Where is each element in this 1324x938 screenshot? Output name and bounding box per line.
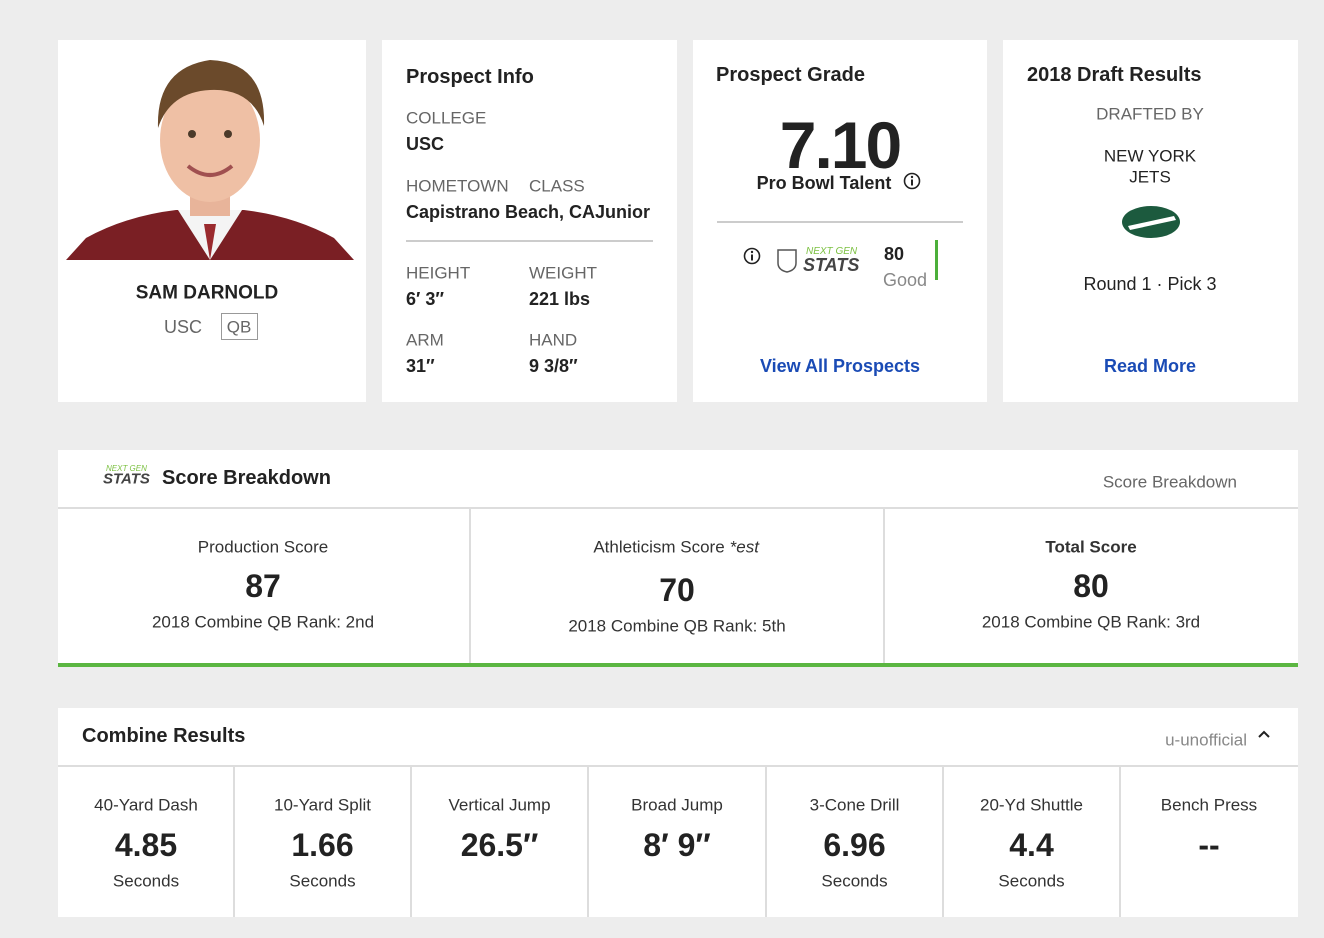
drill-name: Vertical Jump [448, 795, 551, 815]
divider [406, 240, 653, 242]
combine-header [58, 708, 1298, 767]
team-name: JETS [1129, 167, 1171, 187]
collapse-chevron[interactable] [1257, 728, 1271, 740]
divider [233, 767, 235, 917]
divider [765, 767, 767, 917]
combine-body [58, 767, 1298, 917]
field-label: CLASS [529, 176, 585, 196]
score-value: 70 [659, 572, 695, 608]
drill-result: 4.85 [114, 827, 178, 863]
ngs-logo-top: NEXT GEN [806, 246, 858, 257]
view-all-link[interactable]: View All Prospects [759, 356, 921, 376]
field-label: COLLEGE [406, 108, 487, 128]
ngs-score: 80 [884, 244, 905, 264]
card-title: Prospect Info [406, 66, 534, 88]
divider [410, 767, 412, 917]
field-label: HEIGHT [406, 263, 471, 283]
drill-result: 6.96 [823, 827, 886, 863]
field-label: HOMETOWN [406, 176, 509, 196]
nfl-shield [777, 249, 797, 273]
player-position: QB [226, 317, 252, 337]
section-title: Score Breakdown [162, 467, 331, 489]
field-value: 6′ 3″ [406, 289, 444, 309]
divider [587, 767, 589, 917]
drill-name: 20-Yd Shuttle [979, 795, 1084, 815]
drill-result: 26.5″ [460, 827, 539, 863]
ngs-label: Good [883, 270, 928, 290]
section-title: Combine Results [82, 725, 246, 747]
card-title: Prospect Grade [716, 64, 865, 86]
drill-result: 1.66 [291, 827, 354, 863]
field-value: Junior [595, 202, 651, 222]
score-label: Athleticism Score [593, 537, 725, 557]
drill-name: Broad Jump [631, 795, 723, 815]
team-city: NEW YORK [1103, 146, 1197, 166]
player-photo [66, 60, 354, 260]
score-label: Production Score [197, 537, 329, 557]
card-title: 2018 Draft Results [1027, 64, 1202, 86]
drill-name: 3-Cone Drill [809, 795, 900, 815]
prospect-info-card [382, 40, 677, 402]
draft-selection: Round 1 · Pick 3 [1083, 274, 1217, 294]
score-rank: 2018 Combine QB Rank: 3rd [981, 612, 1201, 632]
read-more-link[interactable]: Read More [1103, 356, 1197, 376]
info-icon[interactable] [903, 172, 921, 190]
drill-name: 40-Yard Dash [94, 795, 198, 815]
score-rank: 2018 Combine QB Rank: 5th [568, 616, 786, 636]
field-value: 31″ [406, 356, 435, 376]
drill-result: 4.4 [1009, 827, 1054, 863]
score-rank: 2018 Combine QB Rank: 2nd [151, 612, 375, 632]
drill-unit: Seconds [112, 871, 180, 891]
drafted-by-label: DRAFTED BY [1096, 104, 1204, 124]
drill-unit: Seconds [289, 871, 356, 891]
drill-result: -- [1198, 827, 1220, 863]
drill-unit: Seconds [998, 871, 1065, 891]
score-bar [935, 240, 938, 280]
drill-name: 10-Yard Split [273, 795, 372, 815]
score-value: 87 [245, 568, 281, 604]
field-label: ARM [406, 330, 444, 350]
divider [1119, 767, 1121, 917]
field-value: 9 3/8″ [529, 356, 578, 376]
divider [717, 221, 963, 223]
team-logo [1122, 206, 1180, 238]
score-breakdown-header [58, 450, 1298, 509]
ngs-logo-top: NEXT GEN [106, 464, 147, 473]
ngs-logo-bottom: STATS [103, 470, 150, 488]
info-icon[interactable] [743, 247, 761, 265]
field-label: HAND [529, 330, 578, 350]
score-value: 80 [1073, 568, 1109, 604]
drill-unit: Seconds [821, 871, 888, 891]
grade-value: 7.10 [779, 108, 902, 182]
score-label: Total Score [1045, 537, 1137, 557]
drill-name: Bench Press [1160, 795, 1258, 815]
field-value: 221 lbs [529, 289, 591, 309]
player-name: SAM DARNOLD [135, 282, 279, 304]
field-value: Capistrano Beach, CA [406, 202, 596, 222]
divider [942, 767, 944, 917]
drill-result: 8′ 9″ [643, 827, 711, 863]
field-value: USC [406, 134, 445, 154]
ngs-logo-bottom: STATS [803, 255, 860, 275]
grade-label: Pro Bowl Talent [756, 173, 892, 193]
divider [883, 509, 885, 663]
field-label: WEIGHT [529, 263, 597, 283]
divider [469, 509, 471, 663]
position-box [221, 313, 258, 340]
score-breakdown-body [58, 509, 1298, 667]
unofficial-note: u-unofficial [1165, 730, 1247, 750]
section-info-label: Score Breakdown [1102, 472, 1237, 492]
player-college: USC [163, 317, 203, 337]
score-note: *est [729, 537, 759, 557]
